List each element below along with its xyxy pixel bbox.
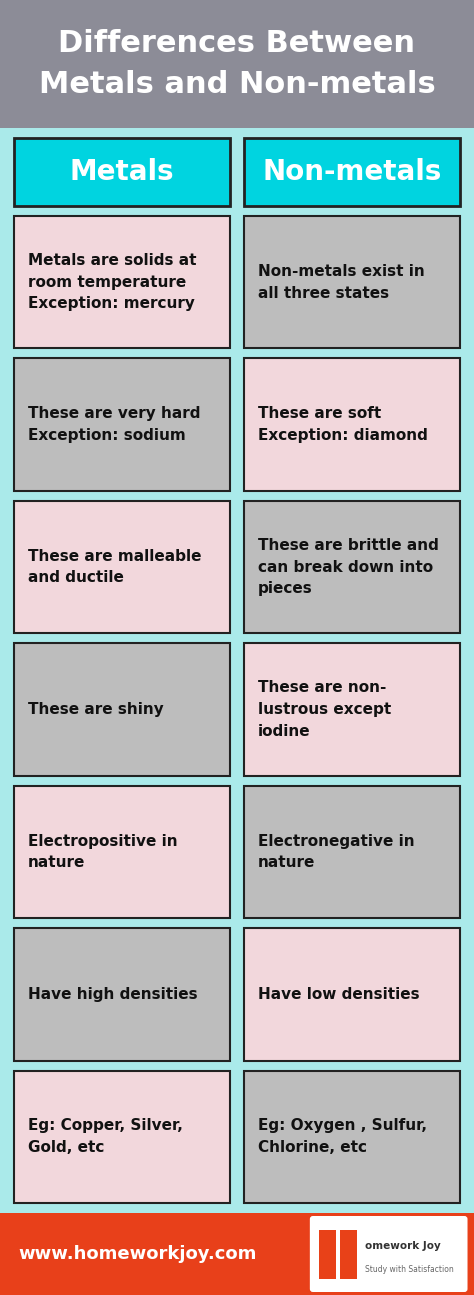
- Bar: [14, 786, 230, 918]
- Text: These are non-
lustrous except
iodine: These are non- lustrous except iodine: [258, 680, 391, 738]
- Text: Non-metals: Non-metals: [262, 158, 442, 186]
- Text: These are malleable
and ductile: These are malleable and ductile: [28, 549, 201, 585]
- Bar: [0, 0, 474, 128]
- Bar: [244, 359, 460, 491]
- Bar: [14, 139, 230, 206]
- Bar: [0, 128, 474, 1213]
- Bar: [244, 139, 460, 206]
- Text: Eg: Oxygen , Sulfur,
Chlorine, etc: Eg: Oxygen , Sulfur, Chlorine, etc: [258, 1119, 427, 1155]
- Text: Electronegative in
nature: Electronegative in nature: [258, 834, 415, 870]
- Bar: [244, 501, 460, 633]
- Bar: [244, 644, 460, 776]
- Text: Electropositive in
nature: Electropositive in nature: [28, 834, 178, 870]
- Text: Eg: Copper, Silver,
Gold, etc: Eg: Copper, Silver, Gold, etc: [28, 1119, 183, 1155]
- Bar: [14, 1071, 230, 1203]
- FancyBboxPatch shape: [310, 1216, 467, 1292]
- Bar: [14, 929, 230, 1061]
- Bar: [14, 644, 230, 776]
- Text: These are very hard
Exception: sodium: These are very hard Exception: sodium: [28, 407, 201, 443]
- Bar: [319, 1229, 357, 1278]
- Text: Metals: Metals: [70, 158, 174, 186]
- Bar: [244, 1071, 460, 1203]
- Bar: [244, 786, 460, 918]
- Bar: [0, 1213, 474, 1295]
- Text: Differences Between
Metals and Non-metals: Differences Between Metals and Non-metal…: [38, 30, 436, 98]
- Bar: [14, 216, 230, 348]
- Text: Metals are solids at
room temperature
Exception: mercury: Metals are solids at room temperature Ex…: [28, 253, 197, 311]
- Text: Non-metals exist in
all three states: Non-metals exist in all three states: [258, 264, 425, 300]
- Text: These are soft
Exception: diamond: These are soft Exception: diamond: [258, 407, 428, 443]
- Bar: [244, 216, 460, 348]
- Bar: [14, 501, 230, 633]
- Text: These are shiny: These are shiny: [28, 702, 164, 717]
- Text: www.homeworkjoy.com: www.homeworkjoy.com: [18, 1244, 256, 1263]
- Text: Have high densities: Have high densities: [28, 987, 198, 1002]
- Text: These are brittle and
can break down into
pieces: These are brittle and can break down int…: [258, 537, 439, 596]
- Bar: [14, 359, 230, 491]
- Text: omework Joy: omework Joy: [365, 1241, 441, 1251]
- Text: Have low densities: Have low densities: [258, 987, 419, 1002]
- Bar: [336, 1229, 340, 1278]
- Text: Study with Satisfaction: Study with Satisfaction: [365, 1265, 454, 1274]
- Bar: [244, 929, 460, 1061]
